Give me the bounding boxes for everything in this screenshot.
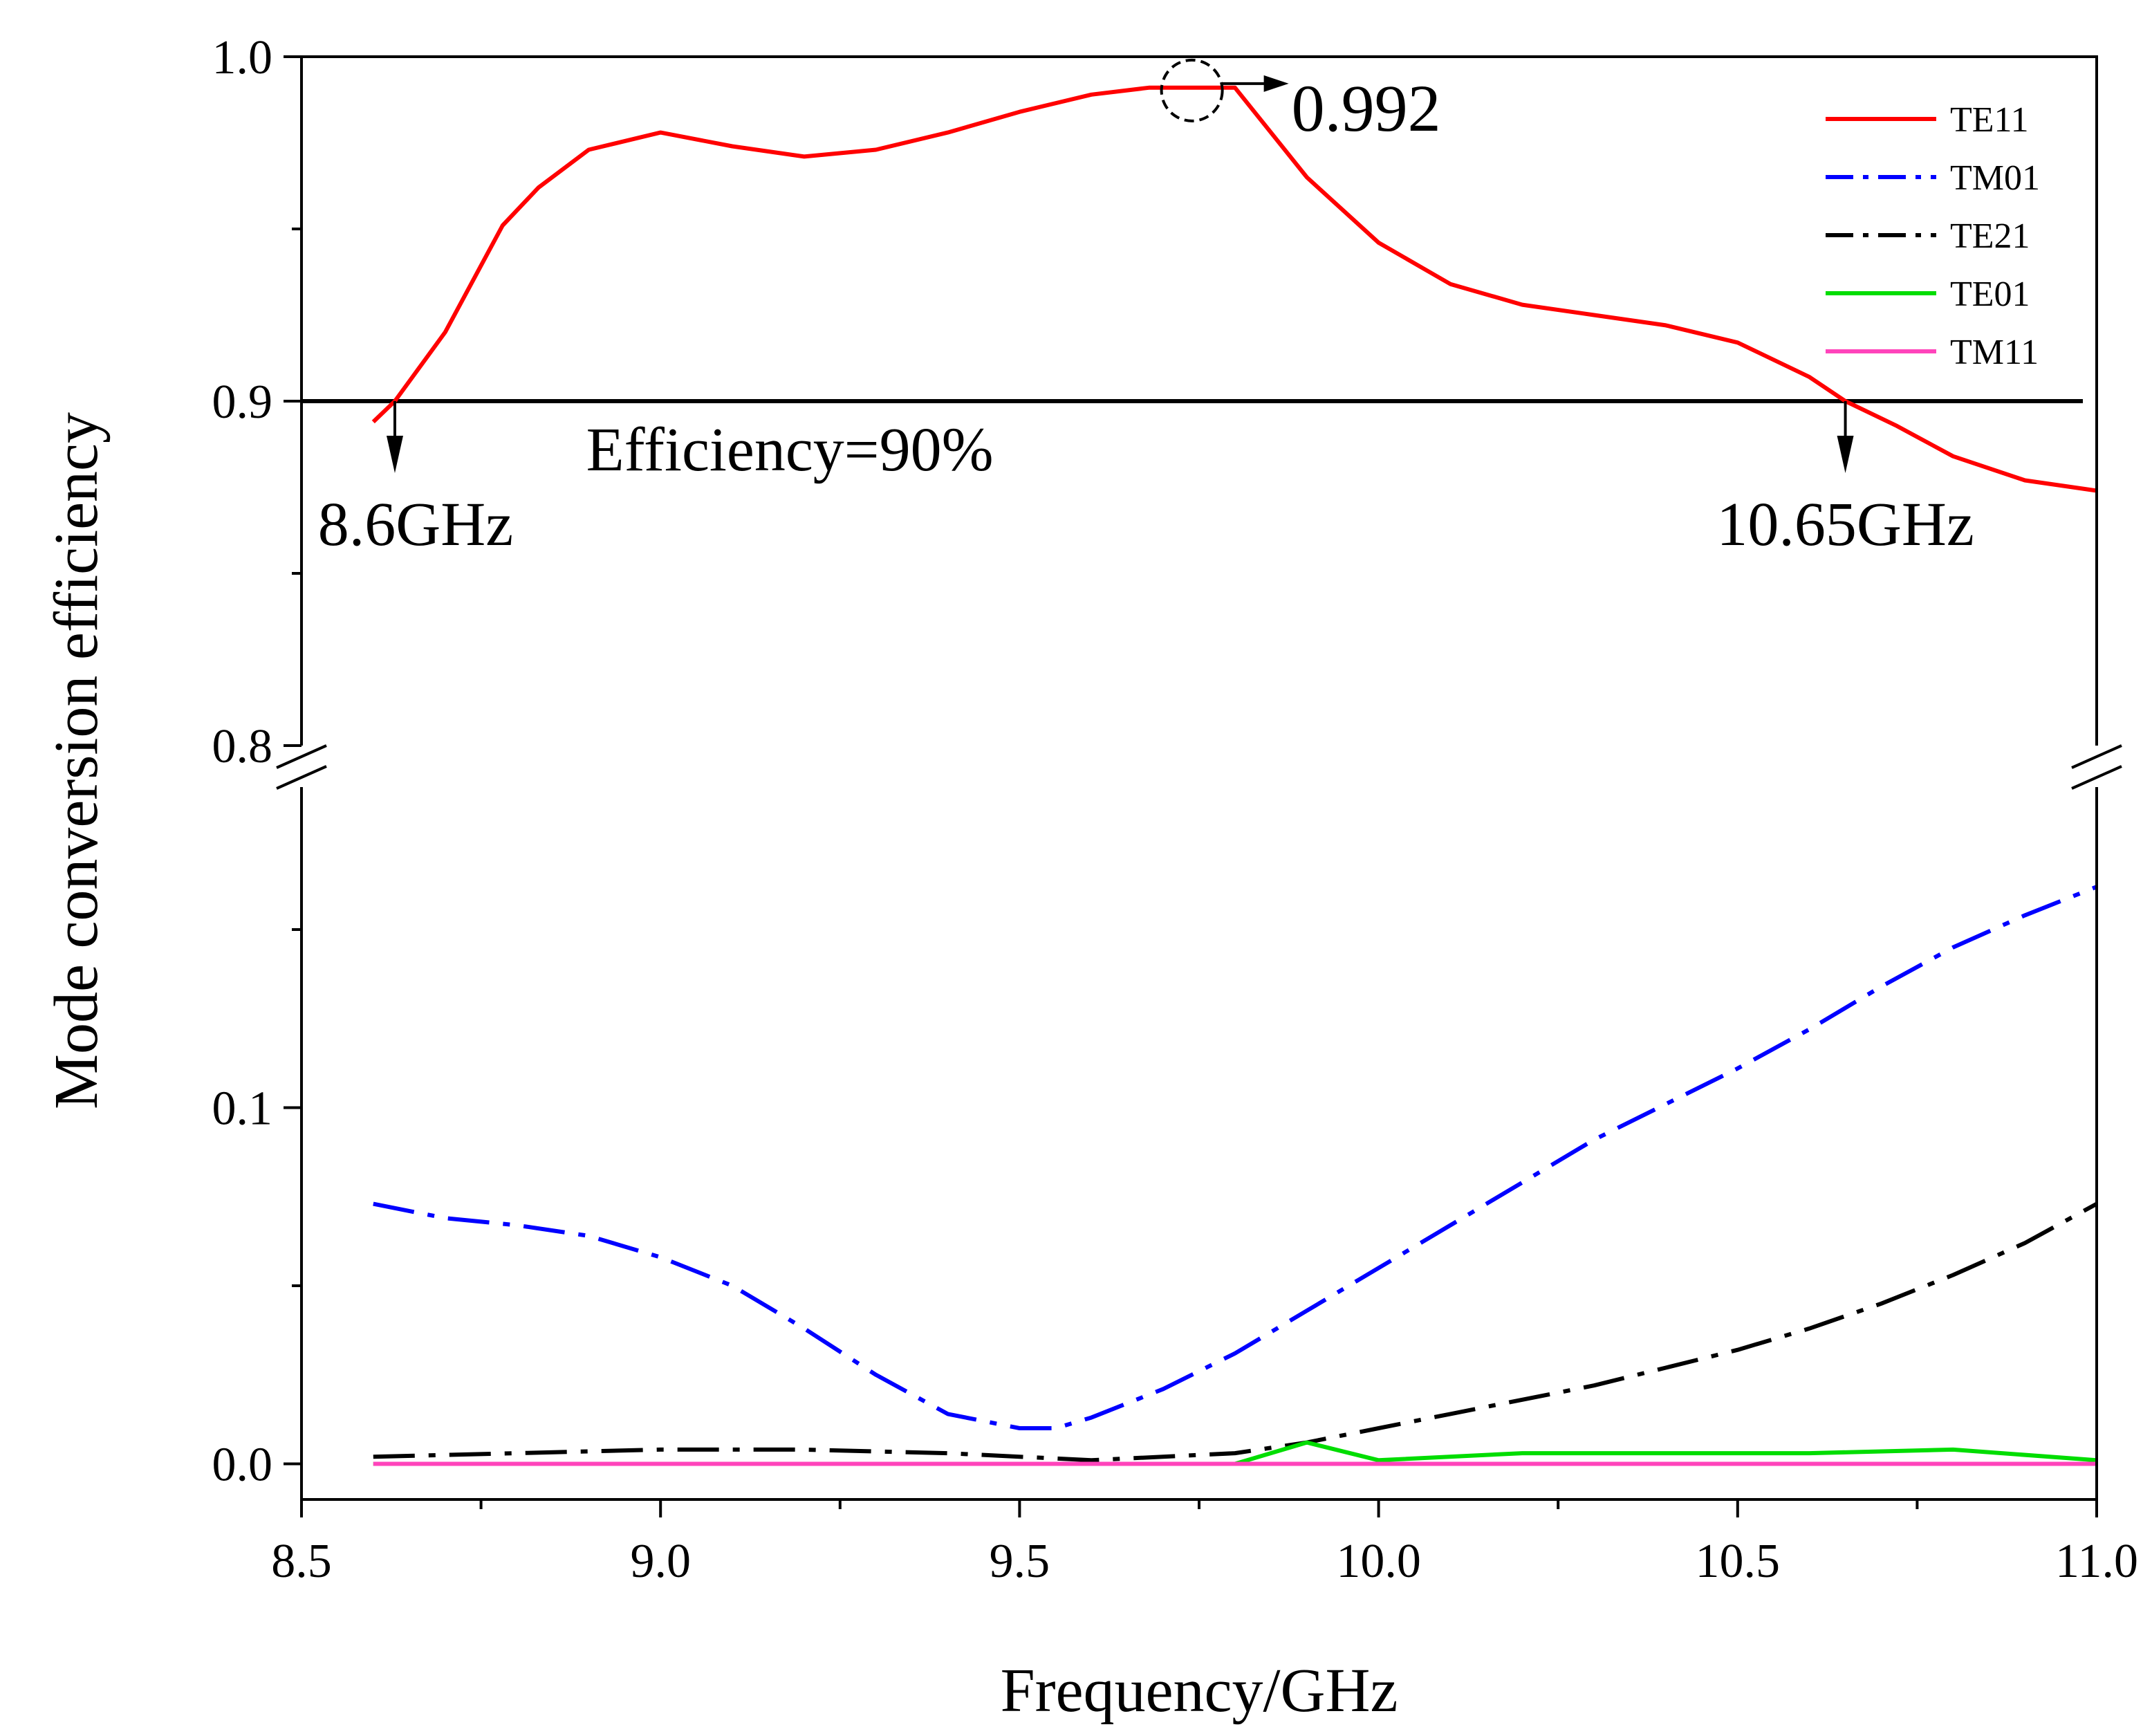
x-tick-label: 9.5: [990, 1535, 1050, 1588]
series-line-tm01: [373, 885, 2095, 1430]
annotation-8.6ghz-arrow-head: [386, 436, 403, 473]
series-lower-panel: [373, 885, 2095, 1466]
x-axis-ticks: 8.5 9.0 9.5 10.0 10.5 11.0: [271, 1499, 2138, 1588]
annotation-peak-dashed-circle: [1160, 58, 1224, 122]
annotation-10.65ghz: 10.65GHz: [1716, 401, 1974, 559]
y-tick-label: 0.1: [212, 1082, 273, 1136]
annotation-peak-label: 0.992: [1292, 71, 1441, 145]
series-upper-panel: [371, 85, 2095, 493]
annotation-10.65ghz-arrow-head: [1837, 436, 1854, 473]
y-axis-title: Mode conversion efficiency: [42, 412, 111, 1109]
legend: TE11 TM01 TE21 TE01 TM11: [1826, 100, 2040, 372]
legend-label-tm01: TM01: [1950, 158, 2040, 198]
x-tick-label: 8.5: [271, 1535, 332, 1588]
legend-label-tm11: TM11: [1950, 333, 2039, 372]
annotation-peak-0.992: 0.992: [1160, 58, 1441, 145]
legend-label-te11: TE11: [1950, 100, 2029, 140]
x-tick-label: 10.0: [1336, 1535, 1421, 1588]
annotation-10.65ghz-label: 10.65GHz: [1716, 490, 1974, 559]
reference-line-label: Efficiency=90%: [586, 416, 994, 484]
y-axis-ticks: 0.0 0.1 0.8 0.9 1.0: [212, 31, 302, 1492]
axis-break-marks: [276, 744, 2122, 790]
axis-break-left-2: [276, 765, 327, 790]
x-tick-label: 10.5: [1696, 1535, 1781, 1588]
axis-break-right-2: [2071, 765, 2122, 790]
y-tick-label: 0.0: [212, 1439, 273, 1492]
series-line-te21: [373, 1202, 2095, 1463]
annotation-8.6ghz-label: 8.6GHz: [318, 490, 513, 559]
axis-break-right-1: [2071, 744, 2122, 769]
annotation-peak-arrow-head: [1263, 75, 1289, 92]
y-tick-label: 0.9: [212, 376, 273, 429]
annotation-8.6ghz: 8.6GHz: [318, 401, 513, 559]
y-tick-label: 1.0: [212, 31, 273, 84]
series-line-te11: [371, 85, 2095, 493]
annotations: 8.6GHz 10.65GHz 0.992: [318, 58, 1974, 559]
x-tick-label: 9.0: [630, 1535, 691, 1588]
axis-break-left-1: [276, 744, 327, 769]
legend-label-te01: TE01: [1950, 275, 2030, 314]
x-tick-label: 11.0: [2055, 1535, 2138, 1588]
legend-label-te21: TE21: [1950, 216, 2030, 256]
axes-frame: [300, 55, 2098, 1501]
x-axis-title: Frequency/GHz: [1001, 1656, 1398, 1725]
y-tick-label: 0.8: [212, 720, 273, 773]
